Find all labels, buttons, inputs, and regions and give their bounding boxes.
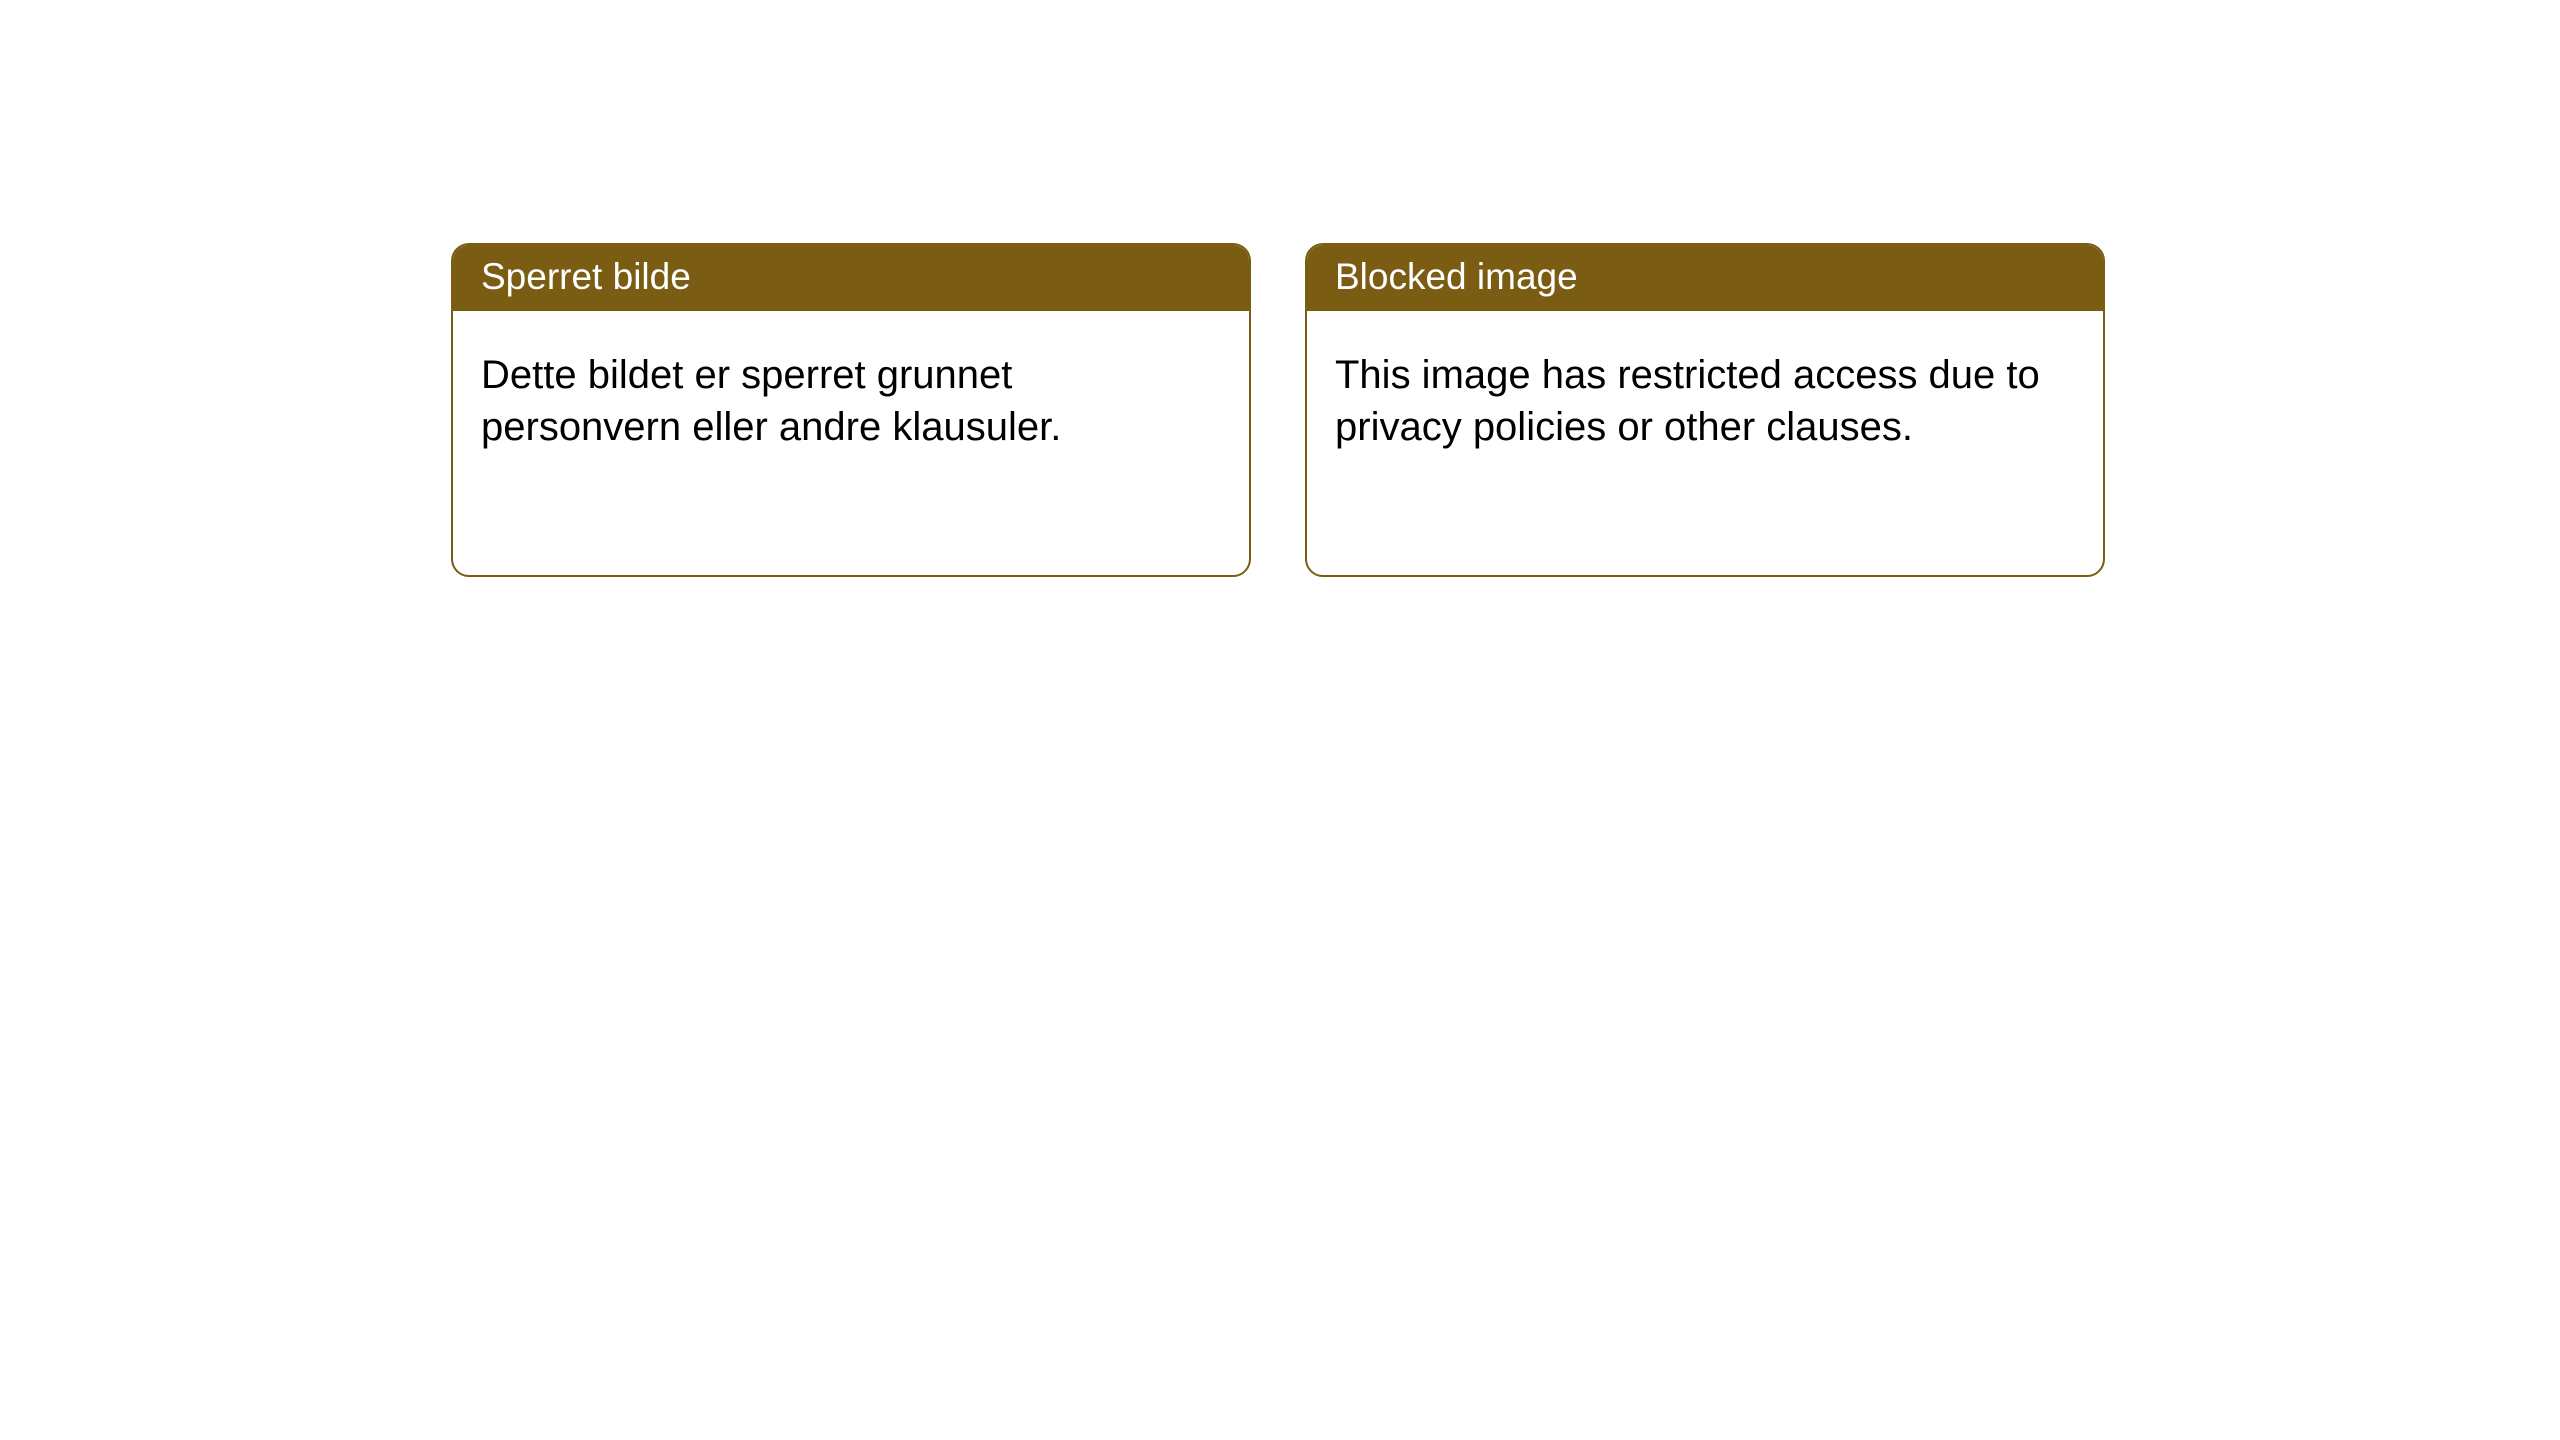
notice-body-norwegian: Dette bildet er sperret grunnet personve… — [453, 311, 1249, 481]
notice-title-norwegian: Sperret bilde — [453, 245, 1249, 311]
notice-card-norwegian: Sperret bilde Dette bildet er sperret gr… — [451, 243, 1251, 577]
notice-title-english: Blocked image — [1307, 245, 2103, 311]
notice-card-english: Blocked image This image has restricted … — [1305, 243, 2105, 577]
notice-container: Sperret bilde Dette bildet er sperret gr… — [0, 0, 2560, 577]
notice-body-english: This image has restricted access due to … — [1307, 311, 2103, 481]
